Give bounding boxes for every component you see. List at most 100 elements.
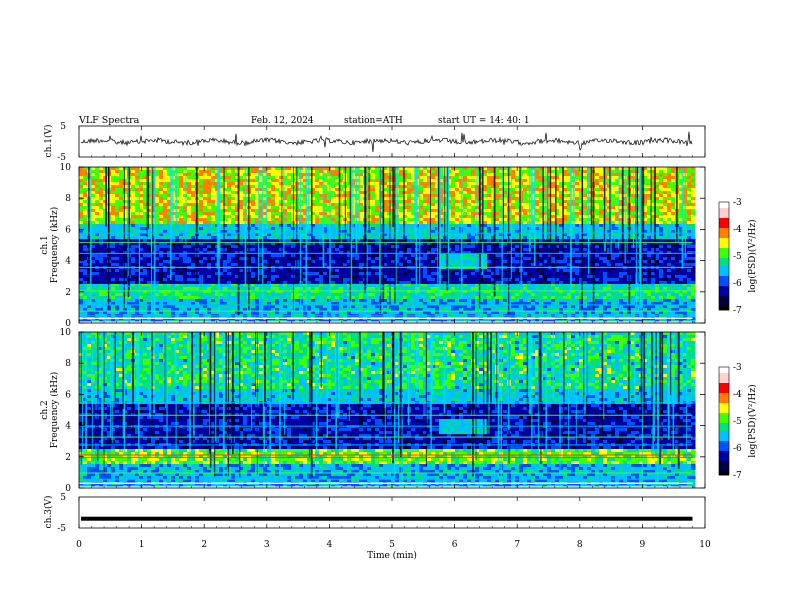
spectrogram-cell [315, 185, 320, 189]
spectrogram-cell [347, 182, 352, 186]
spectrogram-cell [643, 194, 648, 198]
spectrogram-cell [539, 170, 544, 174]
spectrogram-cell [131, 194, 136, 198]
spectrogram-cell [603, 260, 608, 264]
spectrogram-cell [571, 242, 576, 246]
spectrogram-cell [399, 215, 404, 219]
spectrogram-cell [599, 251, 604, 255]
spectrogram-cell [559, 260, 564, 264]
spectrogram-cell [235, 254, 240, 258]
spectrogram-cell [479, 242, 484, 246]
spectrogram-cell [79, 197, 84, 201]
spectrogram-cell [527, 251, 532, 255]
spectrogram-cell [251, 248, 256, 252]
spectrogram-cell [251, 194, 256, 198]
spectrogram-cell [319, 248, 324, 252]
spectrogram-cell [499, 209, 504, 213]
spectrogram-cell [335, 233, 340, 237]
spectrogram-cell [331, 197, 336, 201]
spectrogram-cell [531, 212, 536, 216]
spectrogram-cell [135, 224, 140, 228]
spectrogram-cell [167, 257, 172, 261]
spectrogram-cell [191, 206, 196, 210]
spectrogram-cell [299, 203, 304, 207]
spectrogram-cell [159, 230, 164, 234]
spectrogram-cell [319, 215, 324, 219]
spectrogram-cell [427, 260, 432, 264]
spectrogram-cell [187, 194, 192, 198]
spectrogram-cell [551, 200, 556, 204]
spectrogram-cell [539, 209, 544, 213]
spectrogram-cell [167, 242, 172, 246]
spectrogram-cell [439, 212, 444, 216]
spectrogram-cell [179, 239, 184, 243]
spectrogram-cell [355, 176, 360, 180]
spectrogram-cell [211, 179, 216, 183]
spectrogram-cell [167, 260, 172, 264]
spectrogram-cell [331, 212, 336, 216]
spectrogram-cell [479, 227, 484, 231]
spectrogram-cell [151, 176, 156, 180]
spectrogram-cell [111, 215, 116, 219]
spectrogram-cell [199, 227, 204, 231]
spectrogram-cell [387, 212, 392, 216]
spectrogram-cell [263, 245, 268, 249]
spectrogram-cell [231, 227, 236, 231]
spectrogram-cell [551, 233, 556, 237]
spectrogram-cell [263, 179, 268, 183]
spectrogram-cell [227, 182, 232, 186]
spectrogram-cell [687, 260, 692, 264]
spectrogram-cell [171, 248, 176, 252]
spectrogram-cell [647, 176, 652, 180]
spectrogram-cell [387, 203, 392, 207]
spectrogram-cell [419, 206, 424, 210]
spectrogram-cell [511, 185, 516, 189]
spectrogram-cell [567, 260, 572, 264]
spectrogram-cell [211, 260, 216, 264]
spectrogram-cell [379, 191, 384, 195]
spectrogram-cell [119, 188, 124, 192]
spectrogram-cell [523, 197, 528, 201]
spectrogram-cell [271, 170, 276, 174]
spectrogram-cell [559, 173, 564, 177]
spectrogram-cell [235, 206, 240, 210]
spectrogram-cell [183, 167, 188, 171]
spectrogram-cell [239, 260, 244, 264]
spectrogram-cell [135, 176, 140, 180]
spectrogram-cell [155, 194, 160, 198]
spectrogram-cell [451, 218, 456, 222]
spectrogram-cell [211, 188, 216, 192]
spectrogram-cell [595, 236, 600, 240]
spectrogram-cell [143, 239, 148, 243]
spectrogram-cell [99, 230, 104, 234]
spectrogram-cell [563, 218, 568, 222]
spectrogram-cell [651, 188, 656, 192]
spectrogram-cell [143, 251, 148, 255]
spectrogram-cell [91, 176, 96, 180]
spectrogram-cell [491, 251, 496, 255]
spectrogram-cell [335, 260, 340, 264]
spectrogram-cell [411, 176, 416, 180]
spectrogram-cell [407, 242, 412, 246]
spectrogram-cell [643, 197, 648, 201]
spectrogram-cell [355, 242, 360, 246]
spectrogram-cell [407, 230, 412, 234]
spectrogram-cell [511, 179, 516, 183]
spectrogram-cell [119, 254, 124, 258]
spectrogram-cell [663, 167, 668, 171]
spectrogram-cell [387, 257, 392, 261]
spectrogram-cell [311, 173, 316, 177]
spectrogram-cell [275, 191, 280, 195]
spectrogram-cell [175, 227, 180, 231]
spectrogram-cell [267, 233, 272, 237]
spectrogram-cell [323, 170, 328, 174]
spectrogram-cell [311, 227, 316, 231]
spectrogram-cell [187, 251, 192, 255]
spectrogram-cell [99, 218, 104, 222]
spectrogram-cell [203, 185, 208, 189]
spectrogram-cell [319, 191, 324, 195]
spectrogram-cell [207, 176, 212, 180]
spectrogram-cell [187, 191, 192, 195]
spectrogram-cell [91, 179, 96, 183]
spectrogram-cell [335, 200, 340, 204]
